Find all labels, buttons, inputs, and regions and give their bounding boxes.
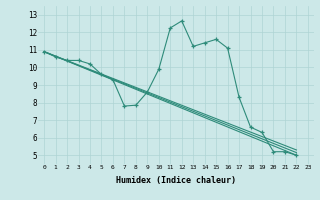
X-axis label: Humidex (Indice chaleur): Humidex (Indice chaleur) [116, 176, 236, 185]
